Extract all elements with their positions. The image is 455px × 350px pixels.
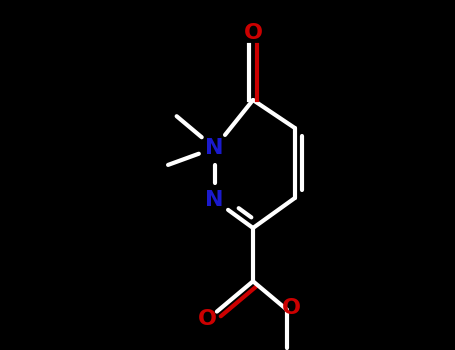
Text: N: N: [205, 138, 224, 158]
Text: O: O: [197, 309, 217, 329]
Text: O: O: [243, 23, 263, 43]
Text: N: N: [205, 190, 224, 210]
Text: O: O: [282, 298, 301, 318]
